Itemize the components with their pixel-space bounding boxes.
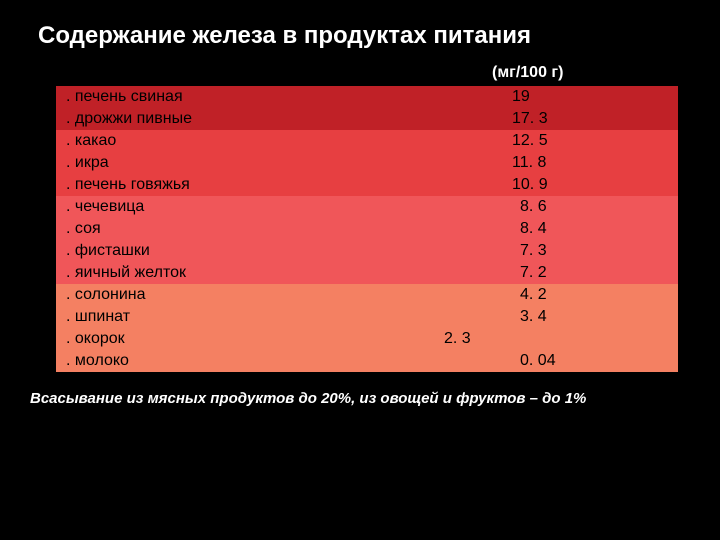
table-row: . какао12. 5 bbox=[56, 130, 678, 152]
table-row: . чечевица8. 6 bbox=[56, 196, 678, 218]
table-row: . фисташки7. 3 bbox=[56, 240, 678, 262]
product-name: . солонина bbox=[66, 286, 520, 304]
iron-value: 3. 4 bbox=[520, 308, 547, 326]
table-row: . печень свиная19 bbox=[56, 86, 678, 108]
table-row: . шпинат3. 4 bbox=[56, 306, 678, 328]
product-name: . яичный желток bbox=[66, 264, 520, 282]
product-name: . икра bbox=[66, 154, 512, 172]
product-name: . шпинат bbox=[66, 308, 520, 326]
product-name: . чечевица bbox=[66, 198, 520, 216]
row-group: . солонина4. 2. шпинат3. 4. окорок2. 3. … bbox=[56, 284, 678, 372]
iron-value: 19 bbox=[512, 88, 530, 106]
table-row: . печень говяжья10. 9 bbox=[56, 174, 678, 196]
iron-value: 2. 3 bbox=[444, 330, 471, 348]
iron-value: 8. 4 bbox=[520, 220, 547, 238]
product-name: . фисташки bbox=[66, 242, 520, 260]
product-name: . молоко bbox=[66, 352, 520, 370]
iron-value: 7. 3 bbox=[520, 242, 547, 260]
iron-value: 11. 8 bbox=[512, 154, 546, 172]
iron-value: 8. 6 bbox=[520, 198, 547, 216]
product-name: . печень говяжья bbox=[66, 176, 512, 194]
iron-value: 7. 2 bbox=[520, 264, 547, 282]
iron-value: 17. 3 bbox=[512, 110, 548, 128]
table-row: . окорок2. 3 bbox=[56, 328, 678, 350]
table-row: . соя8. 4 bbox=[56, 218, 678, 240]
table-row: . икра11. 8 bbox=[56, 152, 678, 174]
unit-label: (мг/100 г) bbox=[0, 64, 720, 86]
iron-value: 4. 2 bbox=[520, 286, 547, 304]
product-name: . дрожжи пивные bbox=[66, 110, 512, 128]
table-row: . яичный желток7. 2 bbox=[56, 262, 678, 284]
product-name: . окорок bbox=[66, 330, 444, 348]
product-name: . печень свиная bbox=[66, 88, 512, 106]
slide: Содержание железа в продуктах питания (м… bbox=[0, 0, 720, 540]
footnote: Всасывание из мясных продуктов до 20%, и… bbox=[0, 372, 720, 407]
slide-title: Содержание железа в продуктах питания bbox=[0, 0, 720, 64]
row-group: . чечевица8. 6. соя8. 4. фисташки7. 3. я… bbox=[56, 196, 678, 284]
row-group: . печень свиная19. дрожжи пивные17. 3 bbox=[56, 86, 678, 130]
row-group: . какао12. 5. икра11. 8. печень говяжья1… bbox=[56, 130, 678, 196]
table-row: . дрожжи пивные17. 3 bbox=[56, 108, 678, 130]
iron-value: 0. 04 bbox=[520, 352, 556, 370]
iron-content-table: . печень свиная19. дрожжи пивные17. 3. к… bbox=[56, 86, 678, 372]
iron-value: 12. 5 bbox=[512, 132, 548, 150]
product-name: . соя bbox=[66, 220, 520, 238]
table-row: . молоко0. 04 bbox=[56, 350, 678, 372]
product-name: . какао bbox=[66, 132, 512, 150]
iron-value: 10. 9 bbox=[512, 176, 548, 194]
table-row: . солонина4. 2 bbox=[56, 284, 678, 306]
